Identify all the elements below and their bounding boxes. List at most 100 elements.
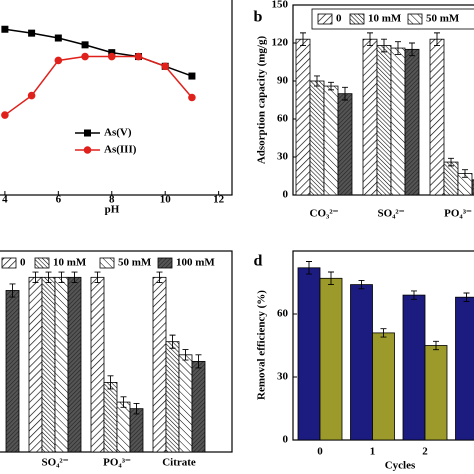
point	[54, 34, 62, 42]
y-tick-label: 150	[272, 0, 289, 11]
point	[27, 91, 36, 100]
error-bar	[367, 32, 373, 46]
x-tick-label: 1	[370, 446, 376, 458]
bar	[41, 276, 56, 453]
x-tick-label: Citrate	[162, 457, 196, 469]
point	[108, 49, 116, 57]
bar	[309, 80, 325, 196]
point	[107, 52, 116, 61]
error-bar	[58, 271, 65, 284]
y-tick-label: 30	[277, 151, 289, 163]
bar	[424, 345, 448, 441]
bar	[295, 38, 311, 196]
bar	[103, 381, 118, 453]
legend-label: 50 mM	[426, 13, 460, 25]
bar	[54, 276, 69, 453]
x-tick-label: 12	[213, 194, 225, 206]
y-tick-label: 60	[277, 308, 289, 320]
error-bar	[182, 349, 189, 361]
bar	[152, 276, 167, 453]
legend-marker	[84, 129, 91, 137]
point	[54, 56, 63, 65]
legend-label: 100 mM	[176, 257, 215, 269]
error-bar	[434, 32, 440, 46]
error-bar	[380, 328, 387, 338]
panel-label: d	[254, 253, 263, 270]
legend-swatch	[34, 257, 50, 269]
bar	[323, 85, 339, 196]
error-bar	[45, 271, 52, 284]
point	[28, 29, 36, 37]
bar	[319, 277, 343, 441]
x-tick-label: 2	[422, 446, 428, 458]
legend-label: 0	[336, 13, 342, 25]
legend-label: As(III)	[104, 144, 137, 156]
bar	[402, 294, 426, 441]
x-axis-label: pH	[105, 204, 120, 216]
point	[161, 62, 170, 71]
error-bar	[107, 375, 114, 390]
bar	[455, 296, 474, 441]
bar	[297, 267, 321, 441]
y-tick-label: 90	[277, 75, 289, 87]
bar	[116, 401, 131, 453]
x-tick-label: CO₃²⁻	[310, 208, 339, 220]
error-bar	[381, 38, 387, 53]
legend-label: 0	[20, 257, 26, 269]
legend-swatch	[157, 257, 173, 269]
y-tick-label: 0	[283, 189, 289, 201]
y-tick-label: 0	[283, 434, 289, 446]
point	[81, 41, 89, 49]
x-tick-label: 8	[109, 194, 115, 206]
bar	[129, 408, 144, 453]
legend-swatch	[407, 13, 423, 25]
bar	[404, 48, 420, 196]
error-bar	[328, 81, 334, 91]
bar	[350, 284, 373, 441]
point	[1, 25, 9, 33]
legend-swatch	[349, 13, 365, 25]
error-bar	[32, 271, 39, 284]
x-tick-label: PO₄³⁻	[444, 208, 472, 220]
y-axis-label: Adsorption capacity (mg/g)	[256, 36, 268, 165]
bar	[443, 161, 459, 196]
legend-marker	[83, 146, 92, 154]
bar	[165, 341, 180, 453]
legend-swatch	[317, 13, 333, 25]
error-bar	[462, 169, 468, 178]
x-tick-label: 10	[160, 194, 172, 206]
frame	[0, 0, 233, 196]
x-tick-label: 0	[317, 446, 323, 458]
bar	[90, 276, 105, 453]
bar	[178, 354, 193, 453]
x-tick-label: SO₄²⁻	[377, 208, 404, 220]
series-line	[4, 55, 193, 116]
bar	[429, 38, 445, 196]
error-bar	[71, 271, 78, 284]
point	[81, 52, 89, 61]
error-bar	[342, 86, 348, 101]
bar	[28, 276, 43, 453]
error-bar	[433, 340, 439, 351]
error-bar	[306, 261, 312, 275]
panel-label: b	[254, 9, 263, 26]
bar	[5, 290, 20, 453]
error-bar	[9, 283, 16, 298]
y-axis-label: Removal efficiency (%)	[256, 290, 268, 400]
error-bar	[120, 396, 127, 408]
error-bar	[156, 271, 163, 284]
error-bar	[169, 334, 176, 349]
error-bar	[314, 75, 320, 87]
point	[188, 72, 196, 80]
legend-label: 50 mM	[118, 257, 152, 269]
bar	[372, 332, 395, 441]
point	[188, 93, 196, 102]
bar	[362, 38, 378, 196]
error-bar	[448, 157, 454, 167]
error-bar	[94, 271, 101, 284]
error-bar	[195, 354, 202, 369]
bar	[191, 360, 206, 453]
bar	[376, 45, 392, 196]
legend-swatch	[1, 257, 17, 269]
